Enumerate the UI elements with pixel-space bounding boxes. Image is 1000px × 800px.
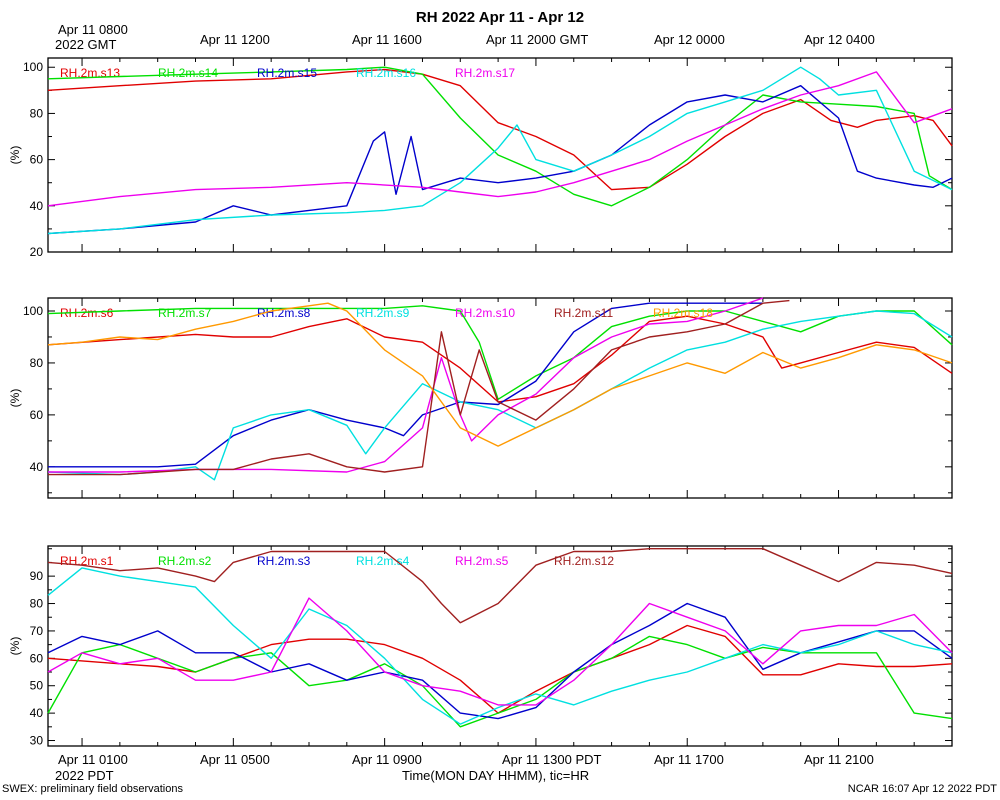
legend-label-RH.2m.s3: RH.2m.s3 — [257, 554, 311, 568]
gmt-label-2: Apr 11 1600 — [352, 32, 422, 47]
series-line-RH.2m.s15 — [47, 84, 953, 235]
panel-top-frame — [47, 57, 953, 253]
legend-label-RH.2m.s6: RH.2m.s6 — [60, 306, 114, 320]
legend-label-RH.2m.s14: RH.2m.s14 — [158, 66, 218, 80]
gmt-label-4: Apr 12 0000 — [654, 32, 725, 47]
legend-label-RH.2m.s12: RH.2m.s12 — [554, 554, 614, 568]
series-line-RH.2m.s6 — [47, 315, 953, 403]
legend-label-RH.2m.s5: RH.2m.s5 — [455, 554, 509, 568]
y-tick-label-middle: 60 — [30, 408, 44, 422]
gmt-zone-label: 2022 GMT — [55, 37, 117, 52]
y-tick-label-bottom: 40 — [30, 706, 44, 720]
y-tick-label-bottom: 60 — [30, 651, 44, 665]
series-line-RH.2m.s18 — [47, 302, 953, 447]
series-line-RH.2m.s12 — [47, 548, 953, 624]
legend-label-RH.2m.s11: RH.2m.s11 — [554, 306, 613, 320]
y-tick-label-bottom: 50 — [30, 679, 44, 693]
footer-right: NCAR 16:07 Apr 12 2022 PDT — [847, 783, 997, 795]
series-line-RH.2m.s11 — [48, 299, 790, 476]
y-tick-label-top: 20 — [30, 245, 44, 259]
legend-label-RH.2m.s8: RH.2m.s8 — [257, 306, 311, 320]
legend-label-RH.2m.s10: RH.2m.s10 — [455, 306, 515, 320]
series-line-RH.2m.s10 — [48, 297, 764, 473]
series-line-RH.2m.s3 — [47, 602, 953, 720]
y-tick-label-top: 80 — [30, 106, 44, 120]
y-tick-label-middle: 80 — [30, 356, 44, 370]
y-tick-label-middle: 40 — [30, 460, 44, 474]
gmt-label-3: Apr 11 2000 GMT — [486, 32, 589, 47]
x-axis-label: Time(MON DAY HHMM), tic=HR — [402, 768, 590, 783]
y-tick-label-bottom: 30 — [30, 734, 44, 748]
series-line-RH.2m.s5 — [47, 597, 953, 706]
series-line-RH.2m.s13 — [47, 68, 953, 191]
legend-label-RH.2m.s9: RH.2m.s9 — [356, 306, 410, 320]
y-axis-title-bottom: (%) — [8, 637, 22, 656]
legend-label-RH.2m.s18: RH.2m.s18 — [653, 306, 713, 320]
y-tick-label-top: 40 — [30, 199, 44, 213]
legend-label-RH.2m.s15: RH.2m.s15 — [257, 66, 317, 80]
pdt-zone-label: 2022 PDT — [55, 768, 114, 783]
series-line-RH.2m.s14 — [47, 66, 953, 207]
gmt-label-1: Apr 11 1200 — [200, 32, 270, 47]
y-tick-label-middle: 100 — [23, 304, 43, 318]
legend-label-RH.2m.s16: RH.2m.s16 — [356, 66, 416, 80]
chart-title: RH 2022 Apr 11 - Apr 12 — [415, 9, 585, 26]
series-line-RH.2m.s17 — [47, 71, 953, 207]
pdt-label-3: Apr 11 1300 PDT — [502, 752, 602, 767]
pdt-label-5: Apr 11 2100 — [804, 752, 874, 767]
series-line-RH.2m.s1 — [47, 624, 953, 714]
pdt-label-4: Apr 11 1700 — [654, 752, 724, 767]
pdt-label-2: Apr 11 0900 — [352, 752, 422, 767]
legend-label-RH.2m.s7: RH.2m.s7 — [158, 306, 212, 320]
legend-label-RH.2m.s17: RH.2m.s17 — [455, 66, 515, 80]
y-tick-label-bottom: 90 — [30, 569, 44, 583]
series-line-RH.2m.s16 — [47, 66, 953, 235]
y-tick-label-top: 100 — [23, 60, 43, 74]
gmt-label-0: Apr 11 0800 — [58, 22, 128, 37]
series-line-RH.2m.s4 — [47, 567, 953, 725]
y-tick-label-top: 60 — [30, 153, 44, 167]
y-axis-title-top: (%) — [8, 146, 22, 165]
series-line-RH.2m.s9 — [47, 310, 953, 481]
legend-label-RH.2m.s2: RH.2m.s2 — [158, 554, 212, 568]
pdt-label-0: Apr 11 0100 — [58, 752, 128, 767]
footer-left: SWEX: preliminary field observations — [2, 783, 183, 795]
y-axis-title-middle: (%) — [8, 389, 22, 408]
series-line-RH.2m.s8 — [48, 302, 763, 468]
legend-label-RH.2m.s4: RH.2m.s4 — [356, 554, 410, 568]
series-line-RH.2m.s7 — [47, 305, 953, 400]
panel-bottom-frame — [47, 545, 953, 747]
y-tick-label-bottom: 80 — [30, 597, 44, 611]
y-tick-label-bottom: 70 — [30, 624, 44, 638]
panel-middle-frame — [47, 297, 953, 499]
gmt-label-5: Apr 12 0400 — [804, 32, 875, 47]
pdt-label-1: Apr 11 0500 — [200, 752, 270, 767]
